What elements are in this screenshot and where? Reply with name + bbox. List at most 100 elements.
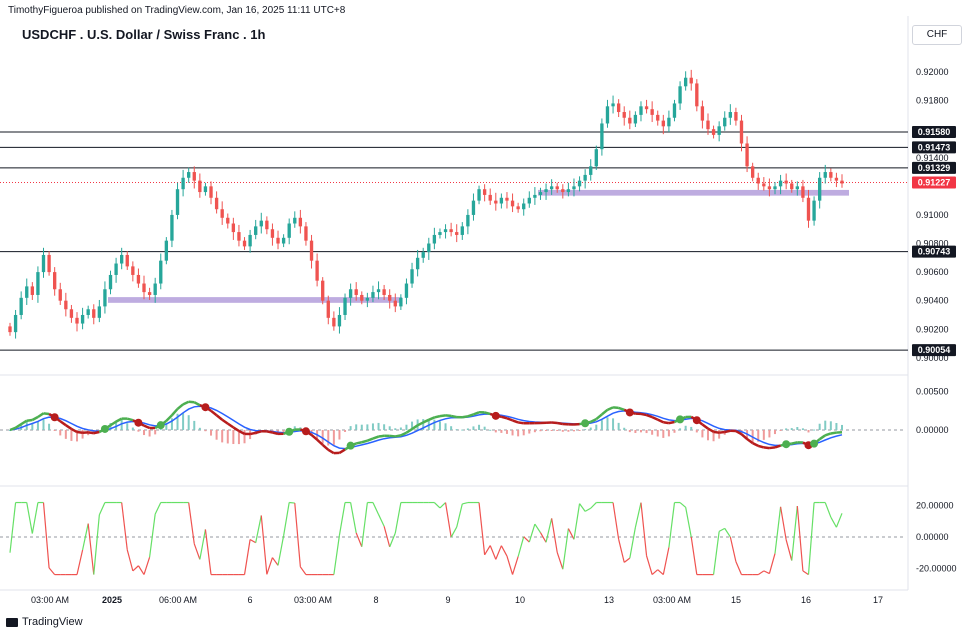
osc-line-segment (333, 535, 341, 575)
candle-body (293, 217, 297, 224)
macd-line-segment (170, 408, 179, 417)
macd-histogram-bar (221, 430, 224, 443)
candle-body (170, 214, 174, 241)
macd-histogram-bar (210, 430, 213, 436)
candle-body (516, 206, 520, 210)
osc-line-segment (651, 569, 659, 576)
macd-histogram-bar (148, 430, 151, 437)
osc-line-segment (724, 528, 731, 538)
macd-cross-dot (782, 440, 791, 449)
osc-line-segment (154, 502, 162, 515)
osc-line-segment (478, 502, 486, 555)
candle-body (298, 217, 303, 227)
macd-line-segment (601, 408, 609, 416)
macd-line-segment (372, 435, 379, 440)
osc-line-segment (82, 523, 89, 551)
candle-body (75, 317, 79, 324)
osc-line-segment (193, 543, 201, 560)
macd-cross-dot (676, 415, 685, 424)
macd-line-segment (551, 421, 558, 425)
macd-histogram-bar (76, 430, 79, 442)
macd-histogram-bar (355, 424, 358, 430)
macd-histogram-bar (478, 424, 481, 430)
macd-histogram-bar (182, 413, 185, 430)
macd-line-segment (338, 448, 346, 454)
macd-line-segment (327, 448, 335, 455)
currency-button[interactable]: CHF (912, 25, 962, 45)
macd-line-segment (321, 443, 330, 451)
macd-line-segment (310, 434, 318, 441)
macd-line-segment (450, 414, 457, 419)
macd-histogram-bar (383, 424, 386, 430)
candle-body (667, 117, 671, 127)
macd-line-segment (232, 426, 240, 433)
macd-line-segment (316, 438, 324, 446)
candle-body (120, 254, 124, 264)
macd-line-segment (26, 418, 33, 422)
tradingview-footer[interactable]: TradingView (6, 616, 83, 628)
osc-line-segment (204, 529, 212, 575)
macd-line-segment (422, 418, 430, 424)
macd-histogram-bar (796, 427, 799, 430)
macd-line-segment (9, 426, 17, 432)
macd-histogram-bar (595, 424, 598, 430)
macd-histogram-bar (64, 430, 67, 439)
macd-histogram-bar (176, 413, 179, 430)
price-level-label: 0.91473 (918, 142, 951, 152)
macd-line-segment (746, 437, 754, 445)
candle-body (750, 166, 755, 178)
macd-histogram-bar (545, 430, 548, 431)
macd-histogram-bar (438, 421, 441, 430)
candle-body (382, 289, 386, 295)
candle-body (443, 229, 448, 233)
macd-histogram-bar (584, 429, 587, 431)
osc-line-segment (712, 531, 720, 575)
macd-line-segment (473, 411, 480, 416)
candle-body (745, 143, 749, 167)
candle-body (265, 220, 269, 230)
osc-line-segment (796, 505, 804, 571)
candle-body (739, 120, 744, 144)
candle-body (192, 172, 196, 181)
macd-histogram-bar (701, 430, 704, 438)
macd-histogram-bar (126, 423, 129, 430)
osc-line-segment (277, 535, 285, 566)
osc-line-segment (289, 501, 295, 504)
candle-body (829, 172, 833, 178)
osc-line-segment (623, 557, 631, 563)
macd-line-segment (176, 403, 184, 410)
candle-body (175, 189, 180, 215)
macd-histogram-bar (567, 430, 570, 432)
last-price-tag (912, 176, 956, 189)
candle-body (432, 234, 437, 244)
macd-line-segment (210, 409, 218, 417)
time-tick-label: 10 (515, 595, 525, 605)
macd-histogram-bar (249, 430, 252, 440)
candle-body (321, 280, 325, 301)
chart-title: USDCHF . U.S. Dollar / Swiss Franc . 1h (22, 27, 266, 42)
macd-histogram-bar (768, 430, 771, 438)
macd-line-segment (355, 441, 363, 445)
macd-histogram-bar (137, 430, 140, 432)
candle-body (365, 297, 370, 301)
price-level-tag (912, 141, 956, 154)
candle-body (19, 297, 23, 315)
macd-line-segment (763, 446, 770, 450)
macd-histogram-bar (349, 426, 352, 430)
macd-histogram-bar (36, 421, 39, 430)
macd-histogram-bar (623, 427, 626, 430)
osc-line-segment (657, 569, 664, 576)
candle-body (371, 292, 375, 298)
candle-body (25, 286, 29, 298)
macd-histogram-bar (690, 426, 693, 430)
macd-histogram-bar (489, 429, 492, 431)
macd-histogram-bar (198, 427, 201, 430)
footer-brand: TradingView (22, 616, 83, 628)
osc-line-segment (350, 502, 357, 533)
candle-body (153, 283, 157, 295)
candle-body (717, 126, 721, 135)
macd-histogram-bar (662, 430, 665, 438)
macd-line-segment (595, 413, 603, 421)
macd-line-segment (65, 424, 73, 430)
chart-canvas[interactable]: 0.92000 0.91800 0.91400 0.91000 0.90800 0.906… (0, 0, 975, 610)
